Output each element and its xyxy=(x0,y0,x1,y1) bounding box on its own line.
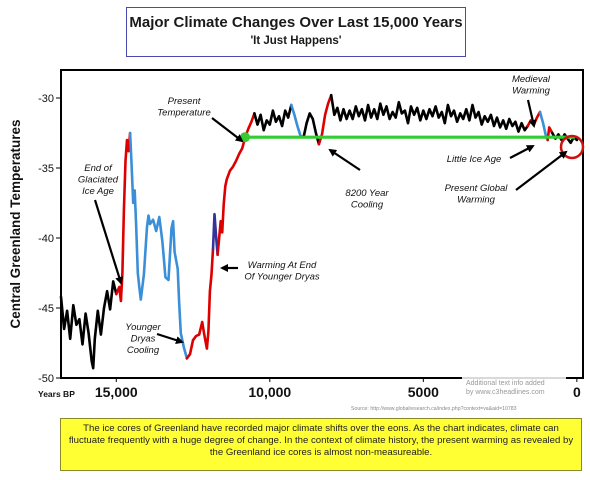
annotation-cooling-8200: 8200 Year Cooling xyxy=(345,188,389,211)
arrow-little-ice-age xyxy=(509,145,535,159)
annotation-line: Cooling xyxy=(351,200,384,211)
arrow-8200-cooling xyxy=(328,148,361,171)
series-segment-5 xyxy=(216,112,256,257)
annotation-medieval: Medieval Warming xyxy=(512,74,551,97)
annotation-present-temp: Present Temperature xyxy=(157,96,211,119)
x-tick-label: 15,000 xyxy=(95,384,138,400)
series-segment-10 xyxy=(329,93,529,133)
annotation-line: Present Global xyxy=(445,183,509,194)
annotation-line: Warming xyxy=(512,86,551,97)
watermark: Additional text info added by www.c3head… xyxy=(462,375,566,397)
y-tick-label: -50 xyxy=(38,373,54,385)
annotation-line: Dryas xyxy=(131,334,156,345)
x-tick-label: 10,000 xyxy=(248,384,291,400)
annotation-line: Of Younger Dryas xyxy=(244,272,320,283)
arrow-end-glaciated xyxy=(93,199,124,285)
title-box: Major Climate Changes Over Last 15,000 Y… xyxy=(126,7,466,57)
y-tick-label: -30 xyxy=(38,93,54,105)
arrow-present-temp xyxy=(211,117,244,143)
annotation-line: Glaciated xyxy=(78,175,119,186)
series-segment-0 xyxy=(59,280,118,370)
annotation-line: Warming At End xyxy=(248,260,317,271)
annotation-line: Warming xyxy=(457,195,496,206)
annotation-end-glaciated: End of Glaciated Ice Age xyxy=(78,163,119,197)
x-axis-label: Years BP xyxy=(38,389,75,399)
annotation-line: Ice Age xyxy=(82,186,114,197)
series-segment-1 xyxy=(115,131,132,303)
annotation-line: Present xyxy=(168,96,201,107)
annotation-layer: End of Glaciated Ice Age Present Temperature… xyxy=(78,74,551,356)
present-warming-circle xyxy=(559,134,585,160)
annotation-line: Younger xyxy=(125,322,161,333)
annotation-line: Cooling xyxy=(127,345,160,356)
annotation-line: Medieval xyxy=(512,74,551,85)
arrow-present-global xyxy=(515,150,568,191)
source-note: Source: http://www.globalresearch.ca/ind… xyxy=(351,406,517,412)
arrow-younger-dryas xyxy=(156,332,184,344)
series-segment-6 xyxy=(253,103,293,132)
series-segment-2 xyxy=(128,131,189,360)
y-axis: -30 -35 -40 -45 -50 xyxy=(38,93,61,385)
watermark-line-2: by www.c3headlines.com xyxy=(466,389,545,396)
climate-chart: -30 -35 -40 -45 -50 15,000 10,000 5000 0 Centra… xyxy=(8,69,585,412)
y-axis-label: Central Greenland Temperatures xyxy=(8,119,23,328)
annotation-arrows xyxy=(93,99,568,344)
annotation-line: End of xyxy=(84,163,113,174)
annotation-present-global: Present Global Warming xyxy=(445,183,509,206)
caption-box: The ice cores of Greenland have recorded… xyxy=(60,418,582,471)
annotation-younger-dryas: Younger Dryas Cooling xyxy=(125,322,161,356)
annotation-warming-end-dryas: Warming At End Of Younger Dryas xyxy=(244,260,320,283)
annotation-little-ice-age: Little Ice Age xyxy=(447,154,502,165)
y-tick-label: -45 xyxy=(38,303,54,315)
y-tick-label: -35 xyxy=(38,163,54,175)
series-segment-8 xyxy=(302,112,321,146)
annotation-line: Little Ice Age xyxy=(447,154,502,165)
y-tick-label: -40 xyxy=(38,233,54,245)
series-segment-3 xyxy=(185,247,215,360)
x-tick-label: 5000 xyxy=(408,384,439,400)
chart-title: Major Climate Changes Over Last 15,000 Y… xyxy=(129,14,463,31)
arrow-medieval xyxy=(526,99,537,128)
x-axis: 15,000 10,000 5000 0 xyxy=(95,378,581,400)
x-tick-label: 0 xyxy=(573,384,581,400)
annotation-line: 8200 Year xyxy=(345,188,389,199)
series-segment-4 xyxy=(211,212,219,257)
chart-subtitle: 'It Just Happens' xyxy=(250,35,342,47)
annotation-line: Temperature xyxy=(157,108,211,119)
watermark-line-1: Additional text info added xyxy=(466,380,545,387)
